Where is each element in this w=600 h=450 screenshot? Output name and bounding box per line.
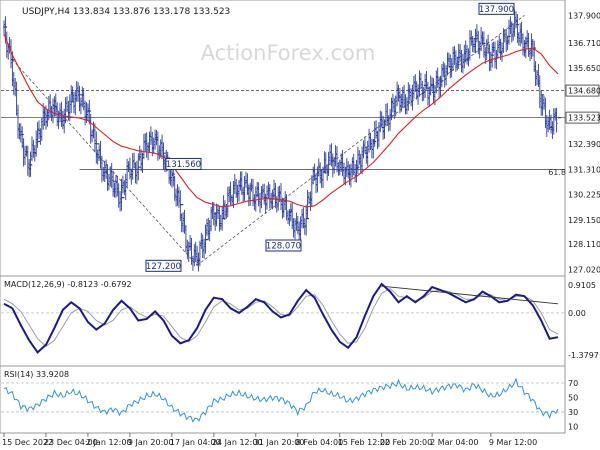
price-panel: USDJPY,H4 133.834 133.876 133.178 133.52… <box>0 0 600 277</box>
price-tick: 137.900 <box>568 11 600 20</box>
price-tick: 131.310 <box>568 165 600 174</box>
rsi-levels <box>1 382 565 413</box>
macd-trend-line <box>381 285 559 305</box>
rsi-axis: 70 50 30 10 <box>568 379 578 431</box>
macd-title: MACD(12,26,9) -0.8123 -0.6792 <box>4 280 132 289</box>
time-tick-label: 22 Feb 20:00 <box>380 438 432 447</box>
rsi-line <box>3 377 559 423</box>
rsi-panel-frame <box>0 365 566 434</box>
moving-average-line <box>3 33 559 208</box>
price-tick: 133.523 <box>568 114 600 123</box>
time-tick-label: 9 Mar 12:00 <box>489 438 537 447</box>
time-tick-label: 23 Dec 04:00 <box>44 438 98 447</box>
macd-panel: MACD(12,26,9) -0.8123 -0.6792 0.9105 0.00… <box>0 275 599 367</box>
rsi-panel: RSI(14) 33.9208 70 50 30 10 <box>0 365 578 434</box>
time-tick-label: 31 Jan 20:00 <box>254 438 305 447</box>
macd-tick: 0.9105 <box>568 281 596 290</box>
watermark: ActionForex.com <box>201 41 376 65</box>
price-labels: 137.900 131.560 128.070 127.200 <box>145 2 515 272</box>
trend-line-1 <box>196 15 525 266</box>
macd-axis: 0.9105 0.00 -1.3797 <box>568 281 599 360</box>
price-label-box <box>165 157 202 170</box>
price-close-ticks <box>4 24 561 262</box>
macd-tick: -1.3797 <box>568 351 599 360</box>
price-label-box <box>145 259 182 272</box>
time-tick-label: 24 Jan 12:00 <box>212 438 263 447</box>
macd-trendline <box>381 285 559 305</box>
price-flag <box>565 111 600 124</box>
time-tick-label: 15 Feb 12:00 <box>338 438 390 447</box>
price-label-box <box>265 239 302 252</box>
rsi-tick: 70 <box>568 379 578 388</box>
price-flag <box>565 84 600 97</box>
price-tick: 136.710 <box>568 39 600 48</box>
time-tick-label: 15 Dec 2022 <box>2 438 53 447</box>
price-tick: 127.020 <box>568 266 600 275</box>
rsi-tick: 30 <box>568 408 578 417</box>
rsi-title: RSI(14) 33.9208 <box>4 370 69 379</box>
price-tick: 135.650 <box>568 64 600 73</box>
fib-label: 61.8 <box>548 168 566 177</box>
time-tick-label: 2 Mar 04:00 <box>430 438 478 447</box>
macd-tick: 0.00 <box>568 309 586 318</box>
macd-line <box>3 282 559 354</box>
price-series <box>3 9 561 272</box>
price-label: 127.200 <box>146 262 181 272</box>
rsi-tick: 10 <box>568 422 578 431</box>
price-label: 137.900 <box>479 5 514 15</box>
price-tick: 128.110 <box>568 240 600 249</box>
price-tick: 134.680 <box>568 87 600 96</box>
instrument-header: USDJPY,H4 133.834 133.876 133.178 133.52… <box>22 7 230 17</box>
time-tick-label: 8 Feb 04:00 <box>296 438 343 447</box>
macd-signal-line <box>3 287 559 347</box>
price-panel-frame <box>0 0 566 277</box>
price-trendlines <box>12 15 525 266</box>
price-tick: 132.390 <box>568 140 600 149</box>
price-bars <box>3 9 558 272</box>
time-tick-label: 9 Jan 20:00 <box>128 438 174 447</box>
trend-line-0 <box>12 59 198 266</box>
time-tick-label: 2 Jan 12:00 <box>86 438 132 447</box>
price-tick: 129.150 <box>568 216 600 225</box>
price-label-box <box>478 2 515 15</box>
time-tick-label: 17 Jan 04:00 <box>170 438 221 447</box>
rsi-tick: 50 <box>568 393 578 402</box>
price-label: 131.560 <box>166 160 201 170</box>
price-tick: 130.225 <box>568 191 600 200</box>
macd-panel-frame <box>0 275 566 367</box>
price-label: 128.070 <box>266 242 301 252</box>
price-axis: 137.900 136.710 135.650 134.680 133.523 132.3… <box>565 11 600 275</box>
